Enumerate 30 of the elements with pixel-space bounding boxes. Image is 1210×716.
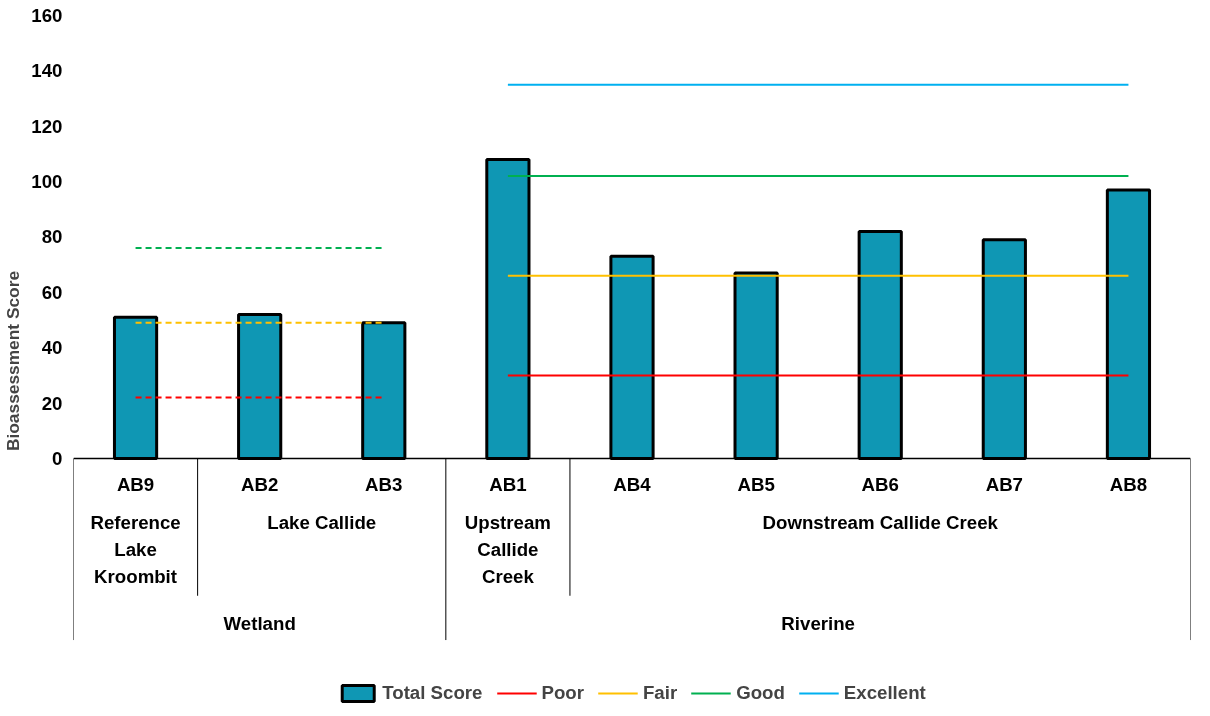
text: Reference Lake Kroombit (90, 511, 181, 588)
text: Wetland (223, 612, 296, 634)
x-tick-label: AB2 (241, 473, 279, 495)
y-axis-title: Bioassessment Score (3, 270, 24, 452)
x-tick-label: AB6 (861, 473, 899, 495)
y-tick-label: 80 (41, 226, 63, 248)
x-tick-label: AB3 (365, 473, 403, 495)
legend-label: Fair (642, 682, 678, 704)
y-tick-label: 0 (52, 447, 63, 469)
legend-label: Total Score (382, 682, 483, 704)
x-tick-label: AB7 (985, 473, 1023, 495)
y-tick-label: 100 (31, 171, 63, 193)
text: Downstream Callide Creek (762, 511, 999, 533)
text: Riverine (781, 612, 855, 634)
x-tick-label: AB9 (116, 473, 155, 495)
text: Lake Callide (267, 511, 377, 533)
text: Upstream Callide Creek (464, 511, 551, 588)
x-tick-label: AB1 (489, 473, 527, 495)
y-tick-label: 20 (41, 392, 63, 414)
x-tick-label: AB4 (613, 473, 652, 495)
y-tick-label: 160 (31, 5, 63, 26)
y-tick-label: 120 (31, 115, 63, 137)
legend-label: Good (736, 682, 785, 704)
x-tick-label: AB8 (1109, 473, 1148, 495)
y-tick-label: 40 (41, 337, 63, 359)
x-tick-label: AB5 (737, 473, 775, 495)
y-tick-label: 140 (31, 60, 63, 82)
y-tick-label: 60 (41, 281, 63, 303)
legend-label: Poor (541, 682, 584, 704)
legend-label: Excellent (843, 682, 926, 704)
